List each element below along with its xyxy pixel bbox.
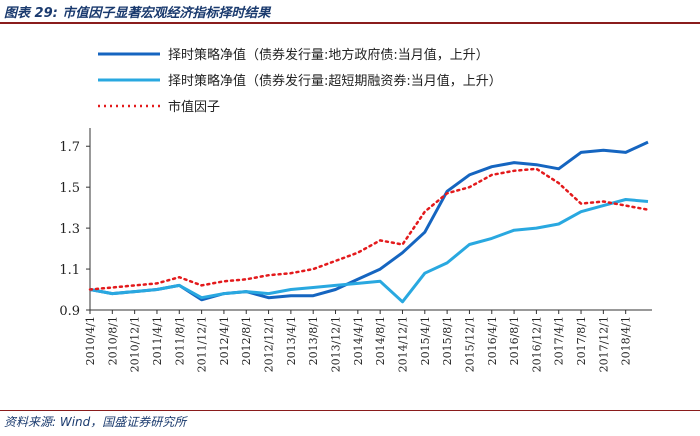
y-tick-label: 1.7 [59, 140, 80, 155]
y-tick-label: 0.9 [59, 304, 80, 319]
figure-source: 资料来源: Wind，国盛证券研究所 [4, 415, 187, 429]
x-tick-label: 2017/8/1 [575, 316, 588, 365]
legend-label-series-3: 市值因子 [168, 99, 220, 115]
x-tick-label: 2014/12/1 [396, 316, 409, 372]
series-line-2 [89, 198, 649, 304]
x-tick-label: 2012/8/1 [240, 316, 253, 365]
x-tick-label: 2013/8/1 [307, 316, 320, 365]
x-tick-label: 2017/12/1 [597, 316, 610, 372]
x-tick-label: 2014/4/1 [352, 316, 365, 365]
x-tick-label: 2011/12/1 [196, 316, 209, 372]
y-tick-label: 1.1 [59, 263, 80, 278]
title-rule [0, 22, 700, 24]
x-tick-label: 2010/12/1 [129, 316, 142, 372]
x-tick-label: 2015/12/1 [463, 316, 476, 372]
x-tick-label: 2015/4/1 [419, 316, 432, 365]
legend-label-series-2: 择时策略净值（债券发行量:超短期融资券:当月值，上升） [168, 73, 502, 89]
x-tick-label: 2015/8/1 [441, 316, 454, 365]
y-tick-label: 1.5 [59, 181, 80, 196]
x-tick-label: 2016/12/1 [530, 316, 543, 372]
plot-area [88, 140, 650, 304]
axes: 0.9 1.1 1.3 1.5 1.7 2010/4/1 2010/8/1 2010/12/1… [59, 128, 652, 372]
x-tick-label: 2018/4/1 [620, 316, 633, 365]
line-chart: 择时策略净值（债券发行量:地方政府债:当月值，上升） 择时策略净值（债券发行量:… [59, 47, 652, 372]
x-tick-label: 2017/4/1 [553, 316, 566, 365]
legend-label-series-1: 择时策略净值（债券发行量:地方政府债:当月值，上升） [168, 47, 489, 63]
y-tick-label: 1.3 [59, 222, 80, 237]
x-tick-label: 2016/8/1 [508, 316, 521, 365]
footer-rule [0, 410, 700, 411]
x-tick-label: 2012/12/1 [263, 316, 276, 372]
figure-title: 图表 29: 市值因子显著宏观经济指标择时结果 [4, 6, 271, 21]
x-tick-label: 2011/4/1 [151, 316, 164, 365]
x-tick-label: 2013/12/1 [330, 316, 343, 372]
x-tick-label: 2010/4/1 [84, 316, 97, 365]
x-tick-label: 2012/4/1 [218, 316, 231, 365]
x-tick-label: 2011/8/1 [173, 316, 186, 365]
legend: 择时策略净值（债券发行量:地方政府债:当月值，上升） 择时策略净值（债券发行量:… [98, 47, 502, 115]
series-line-3 [88, 167, 650, 291]
x-tick-label: 2010/8/1 [106, 316, 119, 365]
x-tick-label: 2013/4/1 [285, 316, 298, 365]
x-tick-label: 2016/4/1 [486, 316, 499, 365]
x-tick-label: 2014/8/1 [374, 316, 387, 365]
